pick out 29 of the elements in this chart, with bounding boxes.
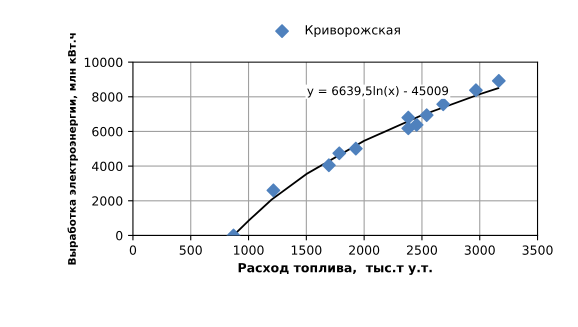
point [332,146,346,160]
x-tick-label: 500 [180,245,202,255]
point [436,97,450,112]
x-tick-label: 2000 [349,245,380,255]
y-axis-title: Выработка электроэнергии, млн кВт.ч [67,33,78,264]
y-tick-label: 10000 [84,58,122,68]
annotation: y = 6639,5ln(x) - 45009 [307,86,448,98]
y-tick-label: 2000 [92,196,122,206]
legend-label: Криворожская [306,25,400,38]
x-tick-label: 3000 [464,245,495,255]
point [469,83,483,98]
point [401,110,416,124]
y-tick-label: 8000 [92,92,122,102]
y-tick-label: 0 [116,230,122,240]
point [322,158,336,172]
point [492,74,506,88]
x-tick-label: 0 [130,245,136,255]
point [420,108,434,122]
y-tick-label: 4000 [92,162,122,172]
x-tick-label: 3500 [522,245,553,255]
x-tick-label: 1000 [234,245,264,255]
y-tick-label: 6000 [92,126,122,136]
x-tick-label: 1500 [292,245,322,255]
point [401,121,416,136]
x-tick-label: 2500 [406,245,438,255]
x-axis-title: Расход топлива, тыс.т у.т. [238,263,432,275]
point [410,118,424,132]
point [266,183,280,198]
point [348,142,363,156]
